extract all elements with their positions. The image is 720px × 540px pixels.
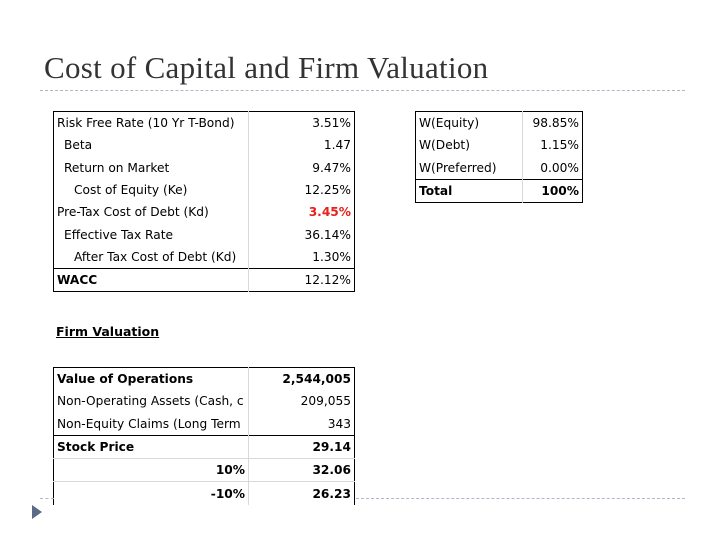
table-row: Risk Free Rate (10 Yr T-Bond) 3.51% [54, 111, 355, 135]
effective-tax-rate-value: 36.14% [248, 223, 355, 246]
firm-valuation-heading: Firm Valuation [56, 324, 160, 339]
after-tax-cost-of-debt-label: After Tax Cost of Debt (Kd) [74, 249, 237, 264]
non-equity-claims-value: 343 [248, 412, 355, 436]
stock-price-label: Stock Price [53, 434, 249, 459]
capital-weights-table: W(Equity) 98.85% W(Debt) 1.15% W(Preferr… [415, 111, 583, 204]
weight-preferred-label: W(Preferred) [419, 160, 497, 175]
table-row: Stock Price 29.14 [53, 434, 355, 459]
sensitivity-up-label: 10% [53, 458, 249, 482]
table-row: 10% 32.06 [53, 458, 355, 482]
table-row: Effective Tax Rate 36.14% [54, 223, 355, 246]
sensitivity-down-label: -10% [53, 481, 249, 505]
weight-debt-label: W(Debt) [419, 138, 470, 153]
weight-equity-label: W(Equity) [419, 116, 480, 131]
wacc-label: WACC [53, 268, 249, 292]
table-row: After Tax Cost of Debt (Kd) 1.30% [54, 245, 355, 269]
table-row: Non-Operating Assets (Cash, c 209,055 [54, 390, 355, 413]
table-row: WACC 12.12% [53, 268, 355, 292]
footer-divider-right [356, 498, 685, 499]
slide-title: Cost of Capital and Firm Valuation [44, 50, 489, 85]
table-row: Non-Equity Claims (Long Term 343 [54, 412, 355, 436]
table-row: W(Preferred) 0.00% [416, 156, 583, 180]
table-row: Pre-Tax Cost of Debt (Kd) 3.45% [54, 201, 355, 224]
weight-total-value: 100% [522, 178, 583, 203]
after-tax-cost-of-debt-value: 1.30% [248, 245, 355, 269]
table-row: W(Debt) 1.15% [416, 134, 583, 157]
table-row: Beta 1.47 [54, 134, 355, 157]
non-equity-claims-label: Non-Equity Claims (Long Term [57, 416, 241, 431]
cost-of-equity-value: 12.25% [248, 178, 355, 202]
value-of-operations-label: Value of Operations [57, 372, 194, 387]
pretax-cost-of-debt-label: Pre-Tax Cost of Debt (Kd) [57, 205, 209, 220]
title-divider [40, 90, 685, 91]
sensitivity-down-value: 26.23 [248, 481, 355, 505]
beta-label: Beta [64, 138, 93, 153]
cost-of-capital-table: Risk Free Rate (10 Yr T-Bond) 3.51% Beta… [53, 111, 355, 293]
pretax-cost-of-debt-value: 3.45% [248, 201, 355, 224]
weight-total-label: Total [415, 178, 523, 203]
wacc-value: 12.12% [248, 268, 355, 292]
non-operating-assets-value: 209,055 [248, 390, 355, 413]
risk-free-rate-value: 3.51% [248, 111, 355, 135]
slide-bullet-icon [32, 505, 42, 519]
cost-of-equity-label: Cost of Equity (Ke) [74, 183, 188, 198]
firm-valuation-table: Value of Operations 2,544,005 Non-Operat… [53, 367, 355, 505]
return-on-market-label: Return on Market [64, 160, 170, 175]
table-row: W(Equity) 98.85% [416, 111, 583, 135]
risk-free-rate-label: Risk Free Rate (10 Yr T-Bond) [57, 116, 235, 131]
table-row: Cost of Equity (Ke) 12.25% [54, 178, 355, 202]
table-row: Value of Operations 2,544,005 [54, 367, 355, 391]
value-of-operations-value: 2,544,005 [248, 367, 355, 391]
table-row: -10% 26.23 [53, 481, 355, 505]
weight-debt-value: 1.15% [522, 134, 583, 157]
weight-equity-value: 98.85% [522, 111, 583, 135]
stock-price-value: 29.14 [248, 434, 355, 459]
sensitivity-up-value: 32.06 [248, 458, 355, 482]
effective-tax-rate-label: Effective Tax Rate [64, 227, 173, 242]
table-row: Return on Market 9.47% [54, 156, 355, 179]
non-operating-assets-label: Non-Operating Assets (Cash, c [57, 394, 244, 409]
table-row: Total 100% [415, 178, 583, 203]
return-on-market-value: 9.47% [248, 156, 355, 179]
beta-value: 1.47 [248, 134, 355, 157]
footer-divider-left [40, 498, 54, 499]
weight-preferred-value: 0.00% [522, 156, 583, 180]
